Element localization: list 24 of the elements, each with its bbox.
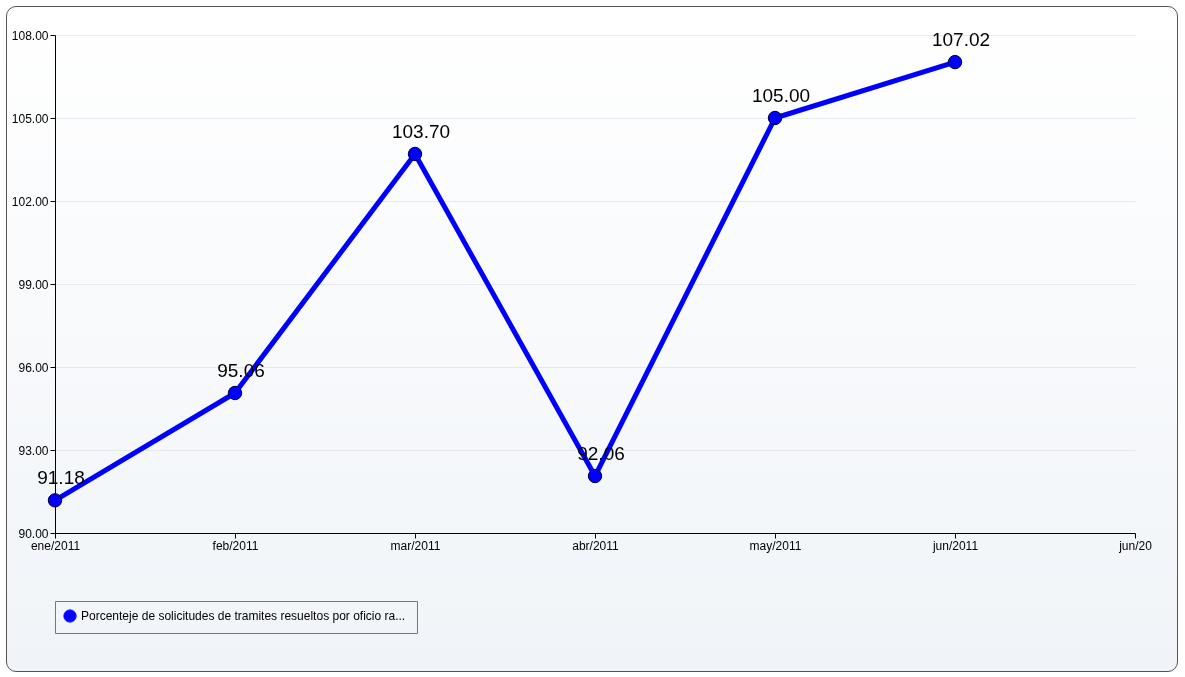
x-tick-label: mar/2011: [390, 538, 441, 553]
x-tick-label: feb/2011: [212, 538, 259, 553]
point: [587, 468, 603, 484]
point: [947, 54, 963, 70]
data-label: 103.70: [391, 120, 451, 142]
point: [47, 493, 63, 508]
y-tick-label: 105.00: [11, 111, 49, 126]
y-tick-label: 90.00: [18, 526, 49, 541]
data-label: 105.00: [751, 85, 811, 106]
y-tick-label: 93.00: [18, 443, 49, 458]
y-tick-label: 102.00: [11, 194, 49, 209]
x-tick-label: abr/2011: [572, 538, 620, 553]
point: [227, 385, 243, 401]
y-tick-label: 99.00: [18, 277, 49, 292]
y-tick-label: 108.00: [11, 28, 49, 43]
x-tick-label: jun/2011: [931, 538, 979, 553]
point: [767, 110, 783, 126]
data-label: 107.02: [931, 29, 991, 51]
point: [407, 146, 423, 162]
y-tick-label: 96.00: [18, 360, 49, 375]
x-tick-label: jun/20: [1118, 538, 1153, 553]
x-tick-label: ene/2011: [30, 538, 81, 553]
legend-label: Porcenteje de solicitudes de tramites resueltos por oficio ra...: [81, 609, 406, 623]
x-tick-label: may/2011: [749, 538, 802, 553]
